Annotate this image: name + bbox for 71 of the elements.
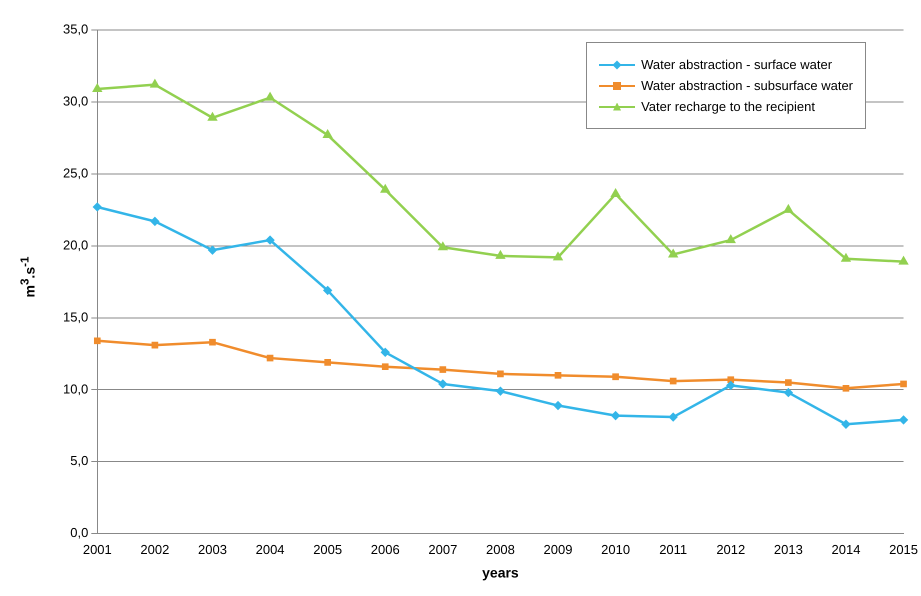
point <box>380 348 390 357</box>
x-tick-label: 2009 <box>544 542 572 557</box>
point <box>670 378 677 384</box>
point <box>611 411 620 420</box>
x-tick-label: 2011 <box>659 542 688 557</box>
point <box>209 338 216 346</box>
point <box>150 216 160 226</box>
point <box>92 202 102 212</box>
point <box>266 236 275 245</box>
point <box>900 380 907 388</box>
point <box>322 130 332 138</box>
point <box>785 379 792 386</box>
point <box>152 342 158 348</box>
point <box>841 253 851 262</box>
point <box>265 92 275 101</box>
x-tick-label: 2014 <box>831 542 860 557</box>
y-tick-label: 15,0 <box>62 309 88 324</box>
x-tick-label: 2005 <box>313 542 342 557</box>
point <box>899 415 908 424</box>
point <box>726 380 736 390</box>
point <box>323 286 332 295</box>
point <box>150 79 160 88</box>
y-tick-label: 30,0 <box>62 94 88 109</box>
point <box>610 188 620 198</box>
y-tick-label: 20,0 <box>62 237 88 252</box>
point <box>266 354 274 362</box>
legend-label: Vater recharge to the recipient <box>641 99 815 114</box>
x-tick-label: 2015 <box>889 542 918 557</box>
point <box>438 379 448 388</box>
point <box>496 386 505 396</box>
point <box>324 359 331 366</box>
x-tick-label: 2006 <box>370 542 400 557</box>
point <box>841 420 850 429</box>
point <box>497 370 504 378</box>
point <box>726 234 736 244</box>
x-tick-label: 2010 <box>601 542 630 557</box>
x-tick-label: 2008 <box>486 542 515 557</box>
point <box>208 246 217 255</box>
point <box>668 248 678 258</box>
y-tick-label: 25,0 <box>62 165 88 180</box>
x-tick-label: 2002 <box>140 542 170 557</box>
point <box>553 252 563 260</box>
point <box>612 373 619 380</box>
x-tick-label: 2003 <box>198 542 227 557</box>
point <box>208 112 218 121</box>
point <box>554 401 563 410</box>
x-axis-title: years <box>482 564 519 580</box>
point <box>554 372 562 379</box>
legend-label: Water abstraction - surface water <box>641 57 832 72</box>
x-tick-label: 2004 <box>256 542 285 557</box>
point <box>382 363 389 370</box>
point <box>92 83 102 92</box>
legend-label: Water abstraction - subsurface water <box>641 78 853 93</box>
x-tick-label: 2012 <box>716 542 746 557</box>
point <box>784 204 794 213</box>
point <box>440 366 446 373</box>
y-tick-label: 10,0 <box>62 381 88 396</box>
point <box>842 384 850 392</box>
x-tick-label: 2001 <box>82 542 112 557</box>
point <box>438 242 448 250</box>
point <box>94 337 101 344</box>
point <box>898 256 908 265</box>
point <box>380 184 390 193</box>
y-tick-label: 0,0 <box>70 525 88 540</box>
x-tick-label: 2007 <box>428 542 458 557</box>
x-tick-label: 2013 <box>774 542 803 557</box>
point <box>668 412 678 422</box>
point <box>496 250 506 259</box>
y-tick-label: 35,0 <box>62 22 88 37</box>
point <box>784 388 793 398</box>
y-tick-label: 5,0 <box>70 453 88 468</box>
